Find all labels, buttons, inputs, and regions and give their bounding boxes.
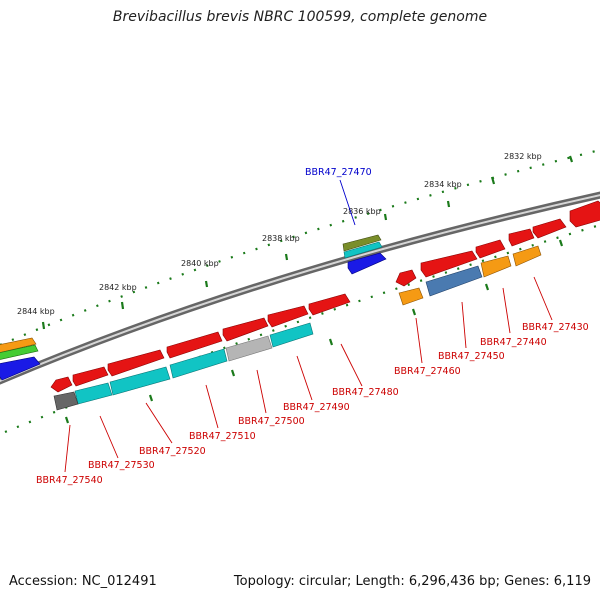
gene-label[interactable]: BBR47_27480	[332, 387, 399, 398]
gene-label[interactable]: BBR47_27450	[438, 351, 505, 362]
gene-arrow	[570, 201, 600, 227]
gene-label[interactable]: BBR47_27530	[88, 460, 155, 471]
gene-label[interactable]: BBR47_27510	[189, 431, 256, 442]
genome-map: 2832 kbp 2834 kbp 2836 kbp 2838 kbp 2840…	[0, 0, 600, 600]
forward-genes	[0, 201, 600, 392]
gene-arrow	[268, 306, 308, 327]
scale-label: 2836 kbp	[343, 207, 381, 216]
gene-arrow	[73, 367, 108, 386]
gene-arrow	[54, 392, 78, 410]
accession-text: Accession: NC_012491	[9, 574, 157, 589]
gene-label[interactable]: BBR47_27500	[238, 416, 305, 427]
scale-label: 2842 kbp	[99, 283, 137, 292]
gene-arrow	[509, 229, 534, 246]
gene-arrow	[476, 240, 505, 258]
scale-label: 2840 kbp	[181, 259, 219, 268]
gene-label[interactable]: BBR47_27440	[480, 337, 547, 348]
gene-arrow	[481, 256, 511, 277]
genome-backbone	[0, 194, 600, 383]
scale-label: 2838 kbp	[262, 234, 300, 243]
scale-label: 2844 kbp	[17, 307, 55, 316]
gene-label[interactable]: BBR47_27430	[522, 322, 589, 333]
gene-arrow	[399, 288, 423, 305]
gene-label[interactable]: BBR47_27470	[305, 167, 372, 178]
gene-label[interactable]: BBR47_27520	[139, 446, 206, 457]
gene-arrow	[533, 219, 566, 238]
gene-arrow	[270, 323, 313, 347]
genome-summary: Topology: circular; Length: 6,296,436 bp…	[234, 574, 591, 589]
scale-label: 2834 kbp	[424, 180, 462, 189]
gene-arrow	[396, 270, 416, 286]
gene-arrow	[309, 294, 350, 315]
gene-label[interactable]: BBR47_27460	[394, 366, 461, 377]
gene-label[interactable]: BBR47_27490	[283, 402, 350, 413]
gene-arrow	[51, 377, 72, 392]
gene-arrow	[223, 318, 268, 341]
scale-label: 2832 kbp	[504, 152, 542, 161]
gene-label[interactable]: BBR47_27540	[36, 475, 103, 486]
gene-arrow	[513, 246, 541, 266]
gene-arrow	[75, 383, 112, 404]
